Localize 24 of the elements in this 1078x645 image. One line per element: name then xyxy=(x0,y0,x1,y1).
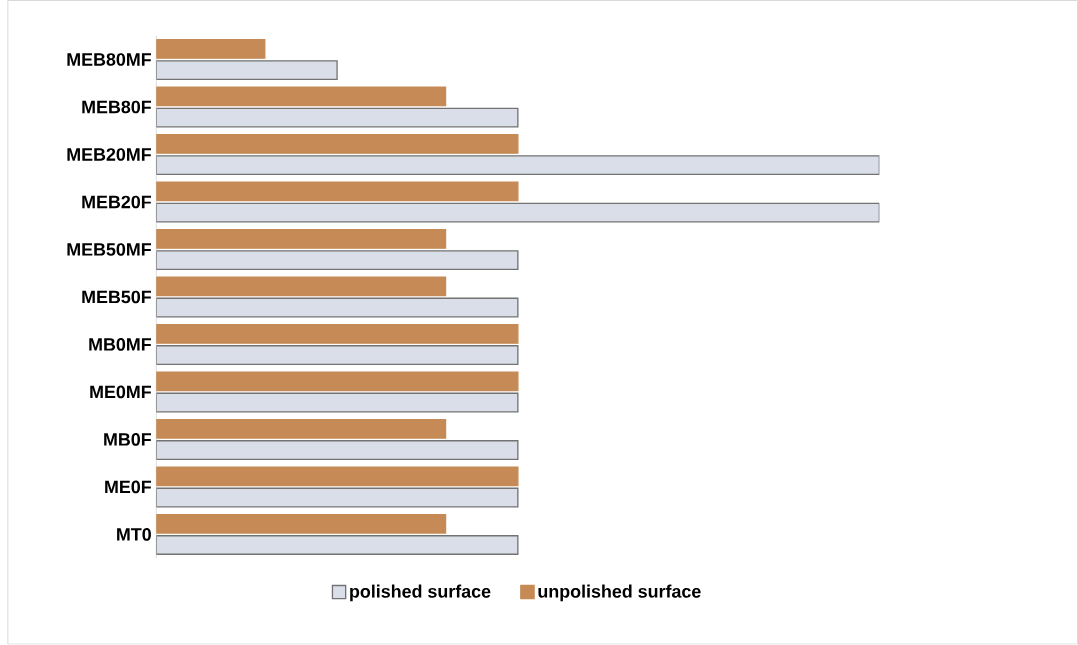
bar xyxy=(156,60,338,81)
legend-label: polished surface xyxy=(350,584,491,602)
bar xyxy=(156,297,519,318)
bar xyxy=(156,250,519,271)
bar xyxy=(156,392,519,413)
bar xyxy=(156,155,880,176)
y-tick-label: MEB80MF xyxy=(67,53,151,67)
y-tick-label: MEB50MF xyxy=(67,243,151,256)
y-tick-label: MEB20F xyxy=(82,195,151,209)
y-tick-label: MEB20MF xyxy=(67,148,151,162)
y-tick-label: MEB80F xyxy=(82,100,151,114)
y-tick-label: MT0 xyxy=(117,528,151,541)
bar xyxy=(156,535,519,556)
y-tick-label: MEB50F xyxy=(82,290,151,304)
bar xyxy=(156,107,519,128)
y-tick-label: MB0MF xyxy=(89,338,151,351)
y-tick-label: MB0F xyxy=(104,433,151,446)
bar xyxy=(156,345,519,366)
bar xyxy=(156,202,880,223)
y-tick-label: ME0F xyxy=(105,480,151,494)
bar xyxy=(156,487,519,508)
bar xyxy=(156,440,519,461)
y-tick-label: ME0MF xyxy=(90,385,151,399)
legend-label: unpolished surface xyxy=(538,584,701,602)
